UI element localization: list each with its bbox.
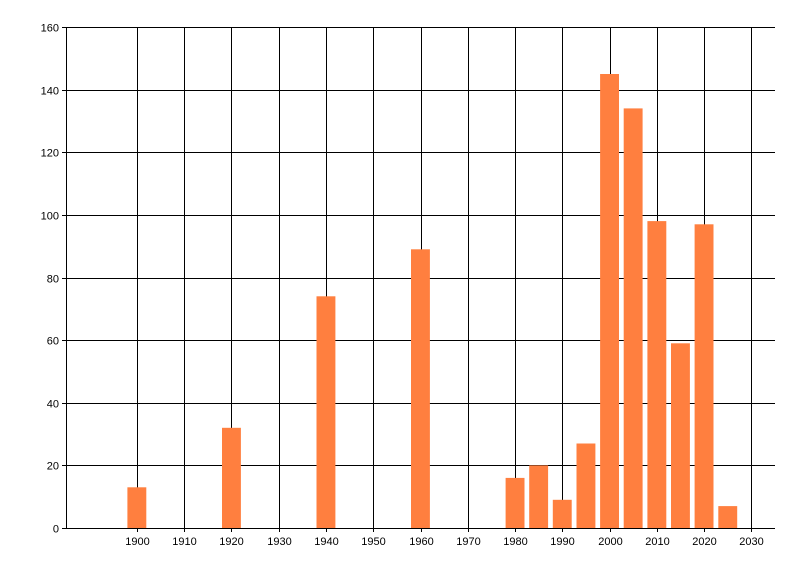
bar-1940	[316, 296, 336, 528]
x-tick-label: 2030	[739, 536, 763, 548]
y-tick-label: 80	[47, 274, 59, 286]
y-tick-label: 120	[41, 148, 59, 160]
bar-1980	[505, 477, 525, 528]
y-tick-label: 160	[41, 23, 59, 35]
x-tick-label: 1920	[219, 536, 243, 548]
bar-1900	[127, 487, 147, 528]
bar-2000	[600, 74, 619, 528]
bar-2005	[623, 108, 643, 529]
x-tick-label: 1970	[456, 536, 480, 548]
bar-2020	[694, 224, 714, 529]
y-tick-label: 100	[41, 211, 59, 223]
y-tick-label: 20	[47, 461, 59, 473]
x-axis-ticks: 1900 1910 1920 1930 1940 1950 1960 1970 1980 1990…	[125, 528, 764, 548]
bars	[127, 74, 738, 529]
x-tick-label: 2020	[692, 536, 716, 548]
bar-1960	[411, 249, 430, 529]
x-tick-label: 1990	[550, 536, 574, 548]
bar-1985	[529, 465, 549, 528]
bar-2025	[718, 506, 738, 528]
x-tick-label: 1980	[503, 536, 527, 548]
x-tick-label: 1950	[361, 536, 385, 548]
y-tick-label: 0	[53, 524, 59, 536]
bar-1995	[576, 443, 596, 528]
x-tick-label: 2010	[645, 536, 669, 548]
y-tick-label: 40	[47, 399, 59, 411]
x-tick-label: 1960	[409, 536, 433, 548]
bar-2010	[647, 221, 667, 528]
grid-lines	[66, 27, 775, 528]
x-tick-label: 1910	[172, 536, 196, 548]
bar-1990	[552, 499, 572, 528]
bar-1920	[222, 427, 241, 528]
bar-2015	[671, 343, 690, 528]
x-tick-label: 1940	[314, 536, 338, 548]
x-tick-label: 1930	[267, 536, 291, 548]
x-tick-label: 2000	[598, 536, 622, 548]
y-tick-label: 60	[47, 336, 59, 348]
y-tick-label: 140	[41, 86, 59, 98]
y-axis-ticks: 0 20 40 60 80 100 120 140 160	[41, 23, 66, 536]
x-tick-label: 1900	[125, 536, 149, 548]
